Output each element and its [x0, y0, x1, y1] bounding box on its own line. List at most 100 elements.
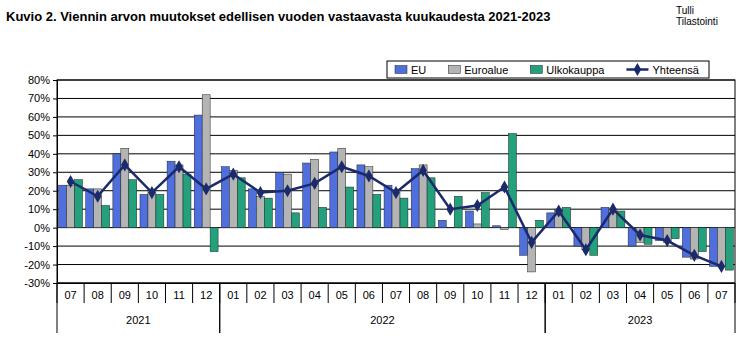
y-tick-mark	[53, 283, 57, 284]
bar	[725, 228, 733, 270]
category-separator	[328, 283, 329, 303]
x-tick-label: 06	[363, 289, 375, 301]
y-tick-mark	[53, 154, 57, 155]
y-tick: 60%	[28, 111, 57, 123]
category-groups: 202120222023	[57, 283, 735, 333]
x-tick: 06	[363, 283, 375, 301]
grid	[57, 80, 735, 283]
x-tick: 11	[499, 283, 510, 301]
y-tick: 70%	[28, 92, 57, 104]
x-tick: 09	[119, 283, 131, 301]
legend-label: Ulkokauppa	[546, 64, 605, 76]
bar	[636, 228, 644, 243]
x-tick: 10	[146, 283, 158, 301]
y-tick-label: 80%	[28, 74, 50, 86]
grid-line	[57, 264, 735, 265]
bar	[446, 227, 454, 228]
x-tick-label: 09	[119, 289, 131, 301]
legend-box	[387, 61, 709, 78]
category-separator	[301, 283, 302, 303]
bar	[438, 220, 446, 227]
bar-series	[59, 115, 718, 266]
marker	[257, 186, 265, 199]
legend-label: Yhteensä	[652, 64, 699, 76]
x-tick: 12	[525, 283, 537, 301]
x-tick-label: 02	[580, 289, 592, 301]
bar	[671, 228, 679, 239]
legend-swatch	[448, 66, 460, 74]
category-separator	[382, 283, 383, 303]
y-tick-mark	[53, 209, 57, 210]
bar	[698, 228, 706, 252]
marker	[501, 180, 509, 193]
group-separator	[545, 283, 546, 333]
bar	[291, 213, 299, 228]
y-tick-label: 40%	[28, 148, 50, 160]
bar	[183, 174, 191, 228]
legend: EU Euroalue Ulkokauppa Yhteensä	[387, 61, 709, 78]
y-tick-mark	[53, 228, 57, 229]
category-separator	[273, 283, 274, 303]
x-tick-label: 01	[227, 289, 239, 301]
group-separator	[219, 283, 220, 333]
x-tick-label: 02	[254, 289, 266, 301]
group-separator	[57, 283, 58, 333]
title: Kuvio 2. Viennin arvon muutokset edellis…	[6, 9, 551, 24]
y-tick: -20%	[24, 259, 57, 271]
markers	[67, 158, 725, 273]
grid-line	[57, 153, 735, 154]
x-tick-label: 07	[64, 289, 76, 301]
x-tick: 11	[173, 283, 184, 301]
y-tick-label: 60%	[28, 111, 50, 123]
x-tick: 02	[254, 283, 266, 301]
x-tick-label: 09	[444, 289, 456, 301]
x-tick-label: 12	[525, 289, 537, 301]
x-tick-label: 11	[173, 289, 184, 301]
marker	[365, 169, 373, 182]
category-separator	[490, 283, 491, 303]
x-tick: 08	[92, 283, 104, 301]
marker	[609, 203, 617, 216]
y-tick-mark	[53, 191, 57, 192]
marker	[555, 204, 563, 217]
marker	[474, 199, 482, 212]
x-tick: 07	[64, 283, 76, 301]
x-tick-label: 03	[607, 289, 619, 301]
marker	[338, 160, 346, 173]
y-tick-label: 30%	[28, 166, 50, 178]
marker	[419, 164, 427, 177]
bar-series	[67, 95, 726, 272]
group-separator	[219, 283, 220, 333]
bar	[365, 167, 373, 228]
category-separator	[707, 283, 708, 303]
x-axis: 0708091011120102030405060708091011120102…	[58, 283, 736, 301]
y-tick-label: -20%	[24, 259, 50, 271]
group-separator	[545, 283, 546, 333]
annotation: Tilastointi	[676, 16, 718, 27]
bar	[264, 198, 272, 228]
x-tick: 07	[390, 283, 402, 301]
category-separator	[518, 283, 519, 303]
x-tick: 05	[661, 283, 673, 301]
category-separator	[165, 283, 166, 303]
x-tick-label: 11	[499, 289, 510, 301]
bar	[256, 196, 264, 227]
legend-label: EU	[411, 64, 426, 76]
marker	[284, 184, 292, 197]
legend-label: Euroalue	[464, 64, 508, 76]
bar	[493, 226, 501, 228]
bar	[129, 180, 137, 228]
marker	[636, 228, 644, 241]
x-tick: 02	[580, 283, 592, 301]
x-tick: 01	[227, 283, 239, 301]
y-axis: -30%-20%-10%0%10%20%30%40%50%60%70%80%	[24, 74, 57, 289]
x-tick-label: 06	[688, 289, 700, 301]
y-tick: -10%	[24, 240, 57, 252]
y-tick-label: 20%	[28, 185, 50, 197]
bar	[113, 154, 121, 228]
group-label: 2021	[126, 314, 150, 326]
legend-swatch	[530, 66, 542, 74]
category-separator	[680, 283, 681, 303]
y-tick-mark	[53, 117, 57, 118]
marker	[67, 175, 75, 188]
